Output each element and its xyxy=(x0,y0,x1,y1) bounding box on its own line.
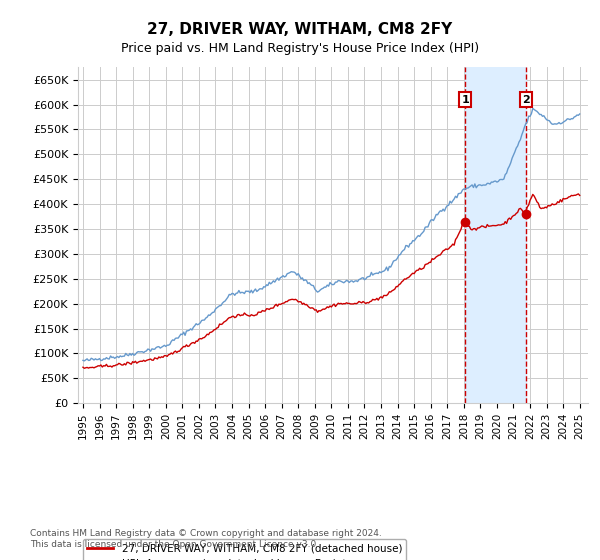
Text: Contains HM Land Registry data © Crown copyright and database right 2024.
This d: Contains HM Land Registry data © Crown c… xyxy=(30,529,382,549)
Bar xyxy=(465,67,526,403)
Text: 2: 2 xyxy=(522,95,530,105)
Legend: 27, DRIVER WAY, WITHAM, CM8 2FY (detached house), HPI: Average price, detached h: 27, DRIVER WAY, WITHAM, CM8 2FY (detache… xyxy=(83,539,406,560)
Text: Price paid vs. HM Land Registry's House Price Index (HPI): Price paid vs. HM Land Registry's House … xyxy=(121,42,479,55)
Text: 1: 1 xyxy=(461,95,469,105)
Text: 27, DRIVER WAY, WITHAM, CM8 2FY: 27, DRIVER WAY, WITHAM, CM8 2FY xyxy=(148,22,452,38)
